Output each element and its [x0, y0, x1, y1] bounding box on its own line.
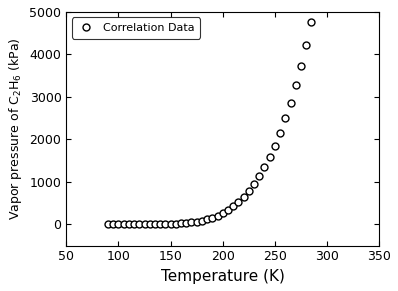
Y-axis label: Vapor pressure of C$_2$H$_6$ (kPa): Vapor pressure of C$_2$H$_6$ (kPa) [7, 38, 24, 220]
Correlation Data [174, 222, 178, 226]
Correlation Data [257, 174, 261, 178]
Correlation Data [194, 220, 199, 223]
Correlation Data [273, 144, 277, 147]
Correlation Data [220, 211, 225, 215]
Correlation Data [236, 200, 241, 204]
Correlation Data [152, 223, 157, 226]
Correlation Data [132, 223, 137, 226]
Correlation Data [283, 117, 288, 120]
Correlation Data [210, 216, 215, 219]
Correlation Data [293, 84, 298, 87]
Correlation Data [215, 214, 220, 217]
Correlation Data [278, 131, 283, 134]
Correlation Data [142, 223, 147, 226]
Correlation Data [147, 223, 152, 226]
X-axis label: Temperature (K): Temperature (K) [161, 269, 285, 284]
Correlation Data [189, 221, 194, 224]
Correlation Data [121, 223, 126, 226]
Correlation Data [127, 223, 131, 226]
Correlation Data [116, 223, 121, 226]
Line: Correlation Data: Correlation Data [105, 19, 315, 228]
Correlation Data [184, 221, 189, 225]
Correlation Data [158, 223, 162, 226]
Correlation Data [241, 195, 246, 198]
Correlation Data [267, 155, 272, 159]
Correlation Data [226, 208, 230, 212]
Correlation Data [163, 222, 168, 226]
Correlation Data [262, 165, 267, 169]
Correlation Data [288, 101, 293, 104]
Correlation Data [106, 223, 111, 226]
Correlation Data [231, 205, 236, 208]
Correlation Data [168, 222, 173, 226]
Correlation Data [179, 222, 183, 225]
Correlation Data [309, 21, 314, 24]
Correlation Data [205, 217, 209, 221]
Legend: Correlation Data: Correlation Data [72, 17, 200, 39]
Correlation Data [111, 223, 116, 226]
Correlation Data [298, 64, 303, 68]
Correlation Data [137, 223, 142, 226]
Correlation Data [252, 182, 256, 186]
Correlation Data [246, 189, 251, 193]
Correlation Data [304, 43, 308, 47]
Correlation Data [199, 219, 204, 222]
